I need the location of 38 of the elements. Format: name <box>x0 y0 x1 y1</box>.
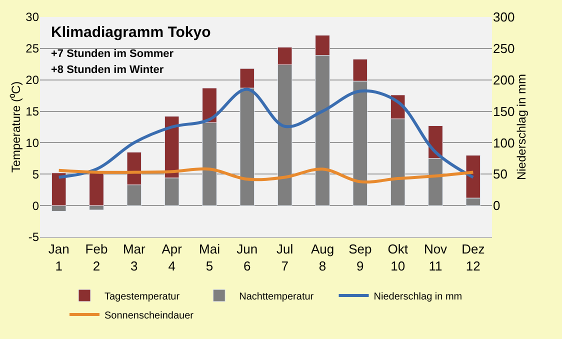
y-tick-label: 0 <box>32 198 40 213</box>
y-axis-title: Temperature (⁰C) <box>8 81 23 173</box>
y-tick-label: 5 <box>32 167 40 182</box>
x-tick-label: Jan 1 <box>48 242 70 274</box>
y-tick-label: -5 <box>28 230 40 244</box>
legend-label: Nachttemperatur <box>239 291 314 302</box>
y2-tick-label: 50 <box>493 166 508 182</box>
x-tick-label: Jun 6 <box>236 242 258 274</box>
x-tick-label: Feb 2 <box>85 242 108 274</box>
annotation: +8 Stunden im Winter <box>51 64 164 76</box>
x-tick-label: Mar 3 <box>122 242 146 274</box>
x-tick-label: Jul 7 <box>276 242 294 274</box>
y-tick-label: 10 <box>26 136 40 150</box>
y2-tick-label: 0 <box>493 198 500 214</box>
x-tick-label: Nov 11 <box>424 242 448 274</box>
x-tick-label: Sep 9 <box>348 242 372 274</box>
y2-tick-label: 100 <box>493 135 515 150</box>
y-tick-label: 15 <box>26 104 40 118</box>
y2-tick-label: 200 <box>493 72 515 88</box>
x-tick-label: Dez 12 <box>462 242 485 274</box>
x-tick-label: Mai 5 <box>199 242 220 274</box>
legend-label: Sonnenscheindauer <box>104 310 194 322</box>
line-series <box>57 88 475 179</box>
x-tick-label: Okt 10 <box>388 242 408 274</box>
y2-axis-title: Niederschlag in mm <box>514 74 529 180</box>
y-tick-label: 25 <box>26 42 40 56</box>
x-tick-label: Aug 8 <box>310 242 334 274</box>
text: Klimadiagramm Tokyo <box>51 24 211 41</box>
y-tick-label: 20 <box>26 73 40 88</box>
x-tick-label: Apr 4 <box>162 242 183 274</box>
legend-label: Niederschlag in mm <box>374 291 462 302</box>
y2-tick-label: 250 <box>493 40 515 56</box>
annotation: +7 Stunden im Sommer <box>51 48 174 60</box>
line-series <box>57 167 475 184</box>
legend-label: Tagestemperatur <box>104 291 180 302</box>
y2-tick-label: 300 <box>493 10 515 25</box>
y2-tick-label: 150 <box>493 104 515 119</box>
y-tick-label: 30 <box>26 10 40 24</box>
